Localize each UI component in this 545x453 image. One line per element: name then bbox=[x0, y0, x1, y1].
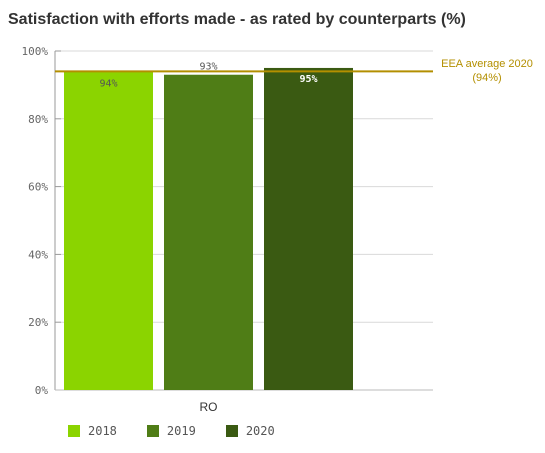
legend-swatch-2018 bbox=[68, 425, 80, 437]
x-category-label: RO bbox=[200, 400, 218, 414]
legend-label-2019: 2019 bbox=[166, 424, 196, 438]
y-tick-label-80: 80% bbox=[28, 113, 48, 126]
data-label-2018: 94% bbox=[99, 78, 117, 89]
legend-swatch-2019 bbox=[146, 425, 159, 437]
reference-line-label: EEA average 2020 bbox=[441, 58, 533, 70]
legend-item-2020[interactable]: 2020 bbox=[225, 424, 275, 438]
bar-2018[interactable] bbox=[64, 71, 153, 390]
legend-swatch-2020 bbox=[225, 425, 238, 437]
y-tick-label-100: 100% bbox=[22, 45, 49, 58]
reference-line-value: (94%) bbox=[472, 72, 501, 84]
y-tick-label-60: 60% bbox=[28, 181, 48, 194]
legend-label-2020: 2020 bbox=[245, 424, 275, 438]
y-tick-label-20: 20% bbox=[28, 316, 48, 329]
y-tick-label-0: 0% bbox=[35, 384, 49, 397]
data-label-2020: 95% bbox=[299, 74, 317, 85]
legend: 2018 2019 2020 bbox=[68, 424, 275, 438]
legend-label-2018: 2018 bbox=[88, 424, 117, 438]
y-tick-label-40: 40% bbox=[28, 248, 48, 261]
bar-2020[interactable] bbox=[264, 67, 353, 390]
chart-title: Satisfaction with efforts made - as rate… bbox=[8, 11, 466, 28]
data-label-2019: 93% bbox=[199, 62, 217, 73]
legend-item-2019[interactable]: 2019 bbox=[146, 424, 196, 438]
legend-item-2018[interactable]: 2018 bbox=[68, 424, 117, 438]
bar-2019[interactable] bbox=[164, 74, 253, 390]
